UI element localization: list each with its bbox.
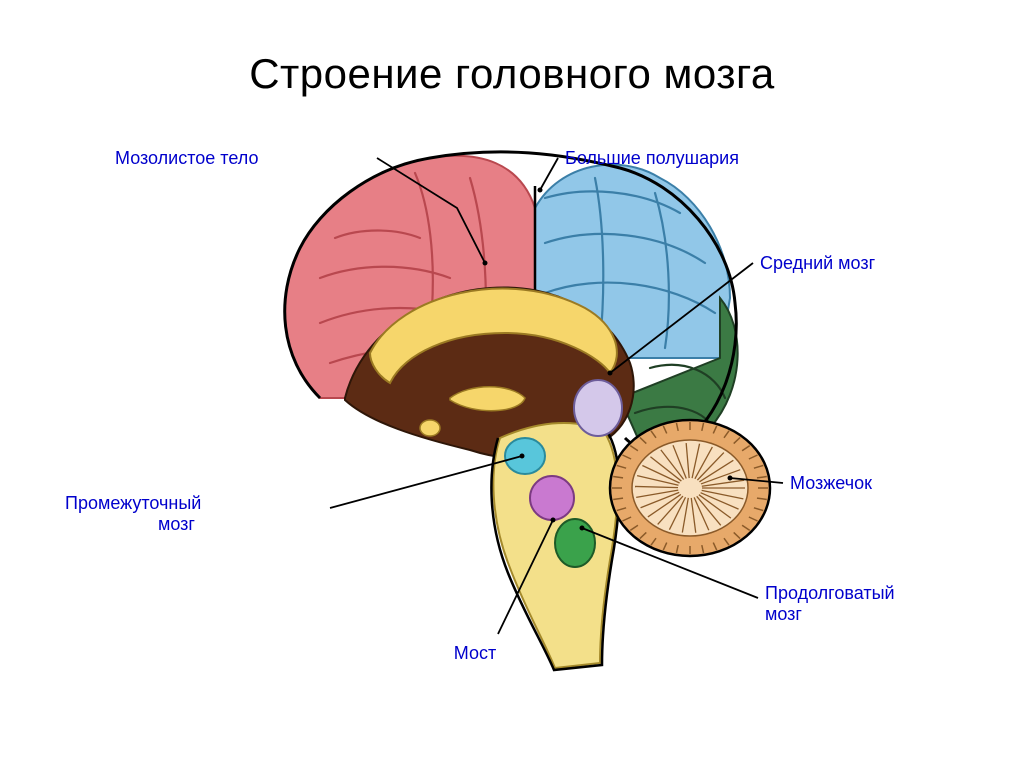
label-diencephalon: Промежуточныймозг [65, 493, 195, 534]
label-corpus_callosum: Мозолистое тело [115, 148, 245, 169]
label-midbrain: Средний мозг [760, 253, 875, 274]
label-medulla: Продолговатыймозг [765, 583, 895, 624]
brain-svg [0, 98, 1024, 718]
diagram-title: Строение головного мозга [0, 50, 1024, 98]
brain-diagram: Мозолистое тело Большие полушария Средний … [0, 98, 1024, 718]
label-hemispheres: Большие полушария [565, 148, 739, 169]
label-pons: Мост [454, 643, 496, 664]
label-cerebellum: Мозжечок [790, 473, 872, 494]
